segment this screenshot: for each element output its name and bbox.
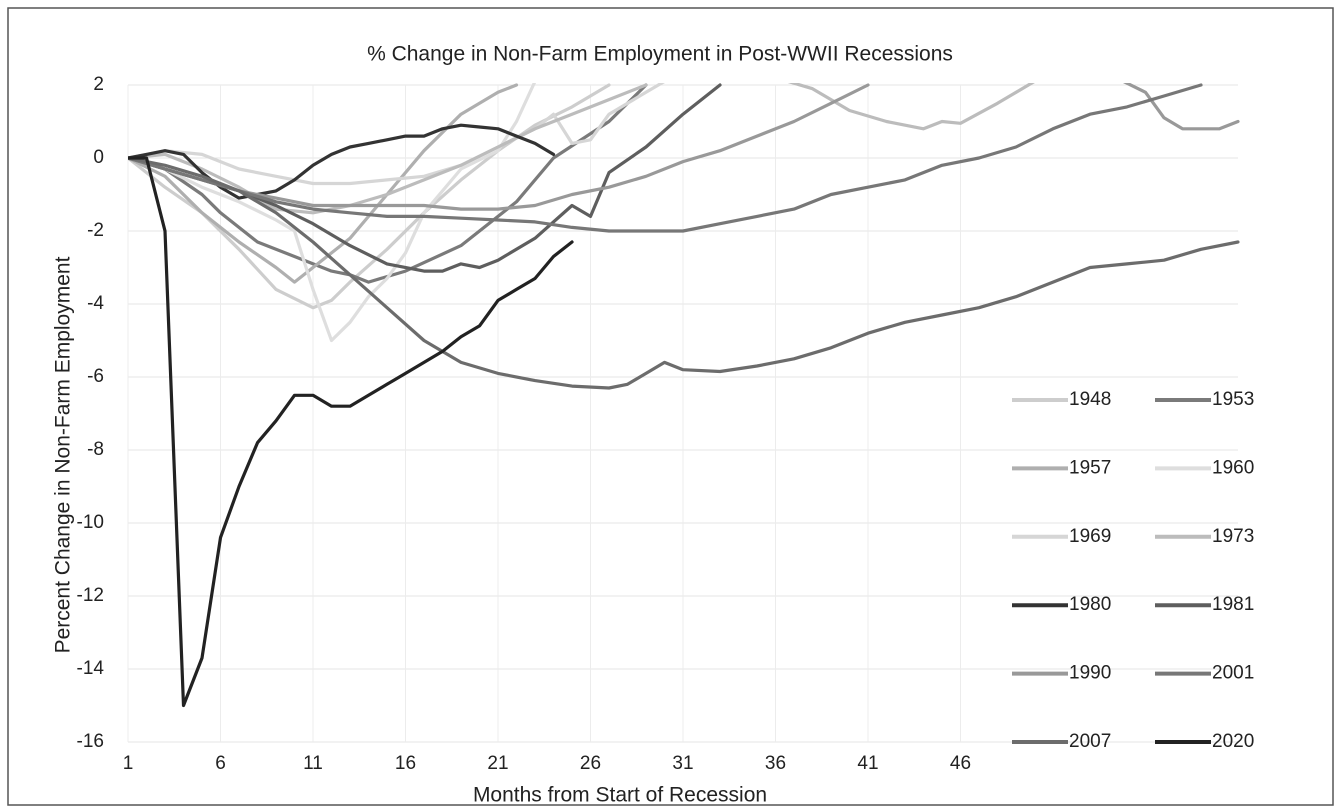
series-line [128, 83, 1035, 215]
series-line [128, 156, 1240, 390]
series-line [128, 123, 556, 200]
y-tick-label: -4 [87, 293, 104, 314]
series-line [128, 83, 1203, 233]
x-tick-label: 26 [580, 753, 601, 774]
x-tick-label: 21 [487, 753, 508, 774]
y-tick-label: -6 [87, 366, 104, 387]
y-tick-label: -14 [77, 658, 105, 679]
y-tick-label: -12 [77, 585, 104, 606]
legend-label: 2001 [1212, 663, 1254, 684]
legend-label: 1981 [1212, 594, 1254, 615]
chart-title: % Change in Non-Farm Employment in Post-… [367, 43, 953, 66]
plot-lines [128, 83, 1240, 708]
x-tick-label: 1 [123, 753, 134, 774]
legend-label: 2007 [1069, 731, 1111, 752]
y-tick-label: -10 [77, 512, 104, 533]
legend-label: 1973 [1212, 526, 1254, 547]
legend-label: 1948 [1069, 389, 1111, 410]
x-tick-label: 36 [765, 753, 786, 774]
x-tick-label: 16 [395, 753, 416, 774]
x-tick-label: 6 [215, 753, 226, 774]
x-tick-label: 41 [857, 753, 878, 774]
series-line [128, 83, 519, 284]
series-line [128, 83, 665, 186]
legend-label: 1960 [1212, 457, 1254, 478]
legend-label: 1980 [1069, 594, 1111, 615]
y-tick-label: -8 [87, 439, 104, 460]
y-tick-label: -16 [77, 731, 104, 752]
y-tick-label: 2 [93, 74, 104, 95]
y-tick-label: -2 [87, 220, 104, 241]
legend-label: 1990 [1069, 663, 1111, 684]
legend-label: 1969 [1069, 526, 1111, 547]
legend: 1948 1953 1957 1960 1969 1973 1980 1981 1990 2001… [1012, 389, 1254, 752]
series-line [128, 83, 537, 343]
x-axis-title: Months from Start of Recession [473, 784, 767, 807]
x-tick-label: 31 [672, 753, 693, 774]
x-tick-label: 11 [303, 753, 323, 774]
legend-label: 1957 [1069, 457, 1111, 478]
legend-label: 1953 [1212, 389, 1254, 410]
legend-label: 2020 [1212, 731, 1254, 752]
x-tick-label: 46 [950, 753, 971, 774]
y-axis-title: Percent Change in Non-Farm Employment [52, 256, 75, 653]
y-tick-label: 0 [93, 147, 104, 168]
series-line [128, 156, 574, 708]
chart-frame [7, 7, 1334, 806]
